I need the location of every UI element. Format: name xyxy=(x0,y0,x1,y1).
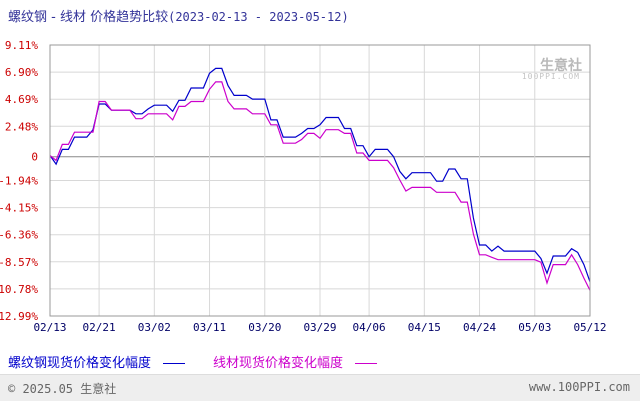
footer-copyright: © 2025.05 生意社 xyxy=(8,382,117,396)
watermark-sub: 100PPI.COM xyxy=(521,72,580,81)
x-tick-label: 03/11 xyxy=(193,321,226,334)
y-tick-label: -8.57% xyxy=(0,256,38,269)
chart-title: 螺纹钢 - 线材 价格趋势比较(2023-02-13 - 2023-05-12) xyxy=(8,6,349,25)
x-tick-label: 04/06 xyxy=(353,321,386,334)
y-tick-label: 9.11% xyxy=(5,39,38,52)
x-tick-label: 03/20 xyxy=(248,321,281,334)
y-tick-label: -4.15% xyxy=(0,202,38,215)
series-line-wire-rod xyxy=(49,81,591,291)
y-tick-label: -1.94% xyxy=(0,175,38,188)
y-tick-label: -12.99% xyxy=(0,310,38,323)
x-tick-label: 02/21 xyxy=(83,321,116,334)
legend-series2-swatch xyxy=(355,363,378,364)
legend-series1-swatch xyxy=(163,363,186,364)
y-tick-label: 4.69% xyxy=(5,93,38,106)
y-tick-label: 2.48% xyxy=(5,120,38,133)
chart-title-text: 螺纹钢 - 线材 价格趋势比较 xyxy=(8,10,169,25)
legend-series2-label: 线材现货价格变化幅度 xyxy=(213,356,344,371)
x-tick-label: 02/13 xyxy=(33,321,66,334)
y-axis-labels: 9.11% 6.90% 4.69% 2.48% 0 -1.94% -4.15% -6.36% -… xyxy=(0,39,38,323)
x-tick-label: 05/12 xyxy=(573,321,606,334)
chart-legend: 螺纹钢现货价格变化幅度 线材现货价格变化幅度 xyxy=(8,352,389,371)
chart-grid xyxy=(49,44,591,317)
plot-frame xyxy=(49,44,591,317)
x-tick-label: 05/03 xyxy=(518,321,551,334)
legend-series1-label: 螺纹钢现货价格变化幅度 xyxy=(8,356,152,371)
watermark-brand: 生意社 xyxy=(540,58,582,74)
x-tick-label: 04/24 xyxy=(463,321,496,334)
y-tick-label: -6.36% xyxy=(0,229,38,242)
y-tick-label: -10.78% xyxy=(0,283,38,296)
footer-link[interactable]: www.100PPI.com xyxy=(528,380,630,394)
line-chart: 9.11% 6.90% 4.69% 2.48% 0 -1.94% -4.15% -6.36% -… xyxy=(0,39,607,334)
date-range: (2023-02-13 - 2023-05-12) xyxy=(168,10,349,24)
footer-bar: © 2025.05 生意社 www.100PPI.com xyxy=(0,374,640,401)
x-tick-label: 04/15 xyxy=(408,321,441,334)
x-axis-labels: 02/13 02/21 03/02 03/11 03/20 03/29 04/06 04/15… xyxy=(33,321,606,334)
chart-series xyxy=(49,67,591,291)
x-tick-label: 03/02 xyxy=(138,321,171,334)
y-tick-label: 0 xyxy=(31,151,38,164)
y-tick-label: 6.90% xyxy=(5,66,38,79)
x-tick-label: 03/29 xyxy=(303,321,336,334)
series-line-rebar xyxy=(49,67,591,283)
